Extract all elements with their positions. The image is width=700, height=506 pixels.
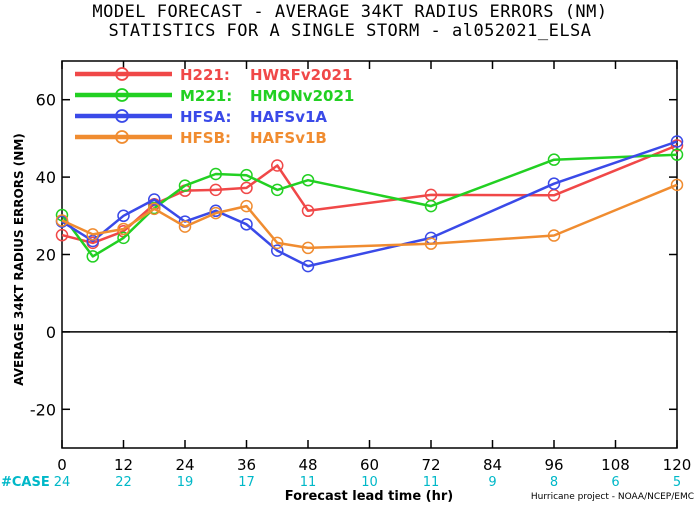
case-count: 22 [115, 475, 132, 490]
case-count: 24 [54, 475, 71, 490]
legend-marker-m221 [115, 88, 129, 102]
data-point-hfsb [148, 202, 161, 216]
data-point-hfsb [271, 236, 284, 250]
x-tick-label: 120 [663, 456, 692, 474]
legend-name-hfsa: HAFSv1A [250, 108, 327, 126]
case-count: 19 [177, 475, 194, 490]
legend-name-h221: HWRFv2021 [250, 66, 352, 84]
data-point-m221 [178, 179, 192, 192]
data-point-hfsb [86, 228, 99, 241]
x-tick-label: 96 [544, 456, 563, 474]
data-point-h221 [271, 159, 284, 172]
x-tick-label: 60 [360, 456, 379, 474]
case-count: 17 [238, 475, 255, 490]
data-point-hfsb [424, 237, 438, 250]
legend-marker-h221 [115, 67, 129, 81]
y-axis-label: AVERAGE 34KT RADIUS ERRORS (NM) [12, 133, 26, 385]
y-tick-label: 20 [36, 246, 56, 265]
data-point-hfsb [178, 220, 192, 233]
data-point-m221 [547, 153, 561, 166]
y-tick-label: 60 [36, 91, 56, 110]
data-point-h221 [55, 228, 69, 242]
data-point-hfsb [55, 214, 69, 227]
case-count: 6 [611, 475, 619, 490]
legend-name-hfsb: HAFSv1B [250, 129, 327, 147]
data-point-hfsa [271, 244, 284, 257]
case-count: 8 [550, 475, 558, 490]
x-tick-label: 24 [175, 456, 194, 474]
x-tick-label: 108 [601, 456, 630, 474]
data-point-hfsa [240, 218, 253, 231]
data-point-m221 [670, 148, 684, 161]
y-tick-label: -20 [30, 400, 56, 419]
data-point-hfsb [301, 241, 315, 255]
data-point-hfsa [117, 209, 130, 223]
legend-name-m221: HMONv2021 [250, 87, 354, 105]
data-point-m221 [117, 231, 130, 245]
legend-marker-hfsa [115, 109, 129, 123]
x-tick-label: 0 [57, 456, 67, 474]
data-point-hfsa [148, 193, 161, 206]
legend-marker-hfsb [115, 130, 129, 144]
y-tick-label: 0 [46, 323, 56, 342]
data-point-m221 [86, 250, 99, 263]
x-tick-label: 36 [237, 456, 256, 474]
plot-frame [61, 60, 678, 449]
data-point-hfsa [670, 135, 684, 148]
case-count: 9 [488, 475, 496, 490]
legend-code-hfsb: HFSB: [180, 129, 231, 147]
x-tick-label: 12 [114, 456, 133, 474]
data-point-h221 [670, 139, 684, 152]
data-point-hfsb [240, 199, 253, 213]
data-point-hfsa [301, 259, 315, 273]
data-point-hfsa [547, 177, 561, 190]
data-point-h221 [301, 204, 315, 218]
case-count: 11 [300, 475, 317, 490]
data-point-m221 [301, 173, 315, 187]
data-point-m221 [209, 167, 222, 181]
case-count: 11 [423, 475, 440, 490]
x-tick-label: 48 [298, 456, 317, 474]
chart-title: MODEL FORECAST - AVERAGE 34KT RADIUS ERR… [92, 2, 608, 22]
data-point-h221 [240, 181, 253, 195]
legend-code-h221: H221: [180, 66, 230, 84]
data-point-m221 [424, 199, 438, 213]
y-tick-label: 40 [36, 168, 56, 187]
x-axis-label: Forecast lead time (hr) [285, 489, 453, 504]
x-tick-label: 72 [421, 456, 440, 474]
data-point-h221 [209, 183, 222, 197]
series-line-hfsa [61, 140, 678, 268]
data-point-hfsb [547, 229, 561, 242]
x-tick-label: 84 [483, 456, 502, 474]
legend-code-hfsa: HFSA: [180, 108, 232, 126]
chart-subtitle: STATISTICS FOR A SINGLE STORM - al052021… [108, 21, 592, 41]
data-point-m221 [240, 168, 253, 182]
case-count: 10 [361, 475, 378, 490]
legend-code-m221: M221: [180, 87, 232, 105]
data-point-m221 [271, 183, 284, 197]
credit-text: Hurricane project - NOAA/NCEP/EMC [530, 492, 694, 502]
data-point-hfsb [117, 222, 130, 236]
case-count: 5 [673, 475, 681, 490]
data-point-hfsb [670, 178, 684, 192]
data-point-hfsb [209, 206, 222, 220]
case-label: #CASE [1, 475, 50, 490]
